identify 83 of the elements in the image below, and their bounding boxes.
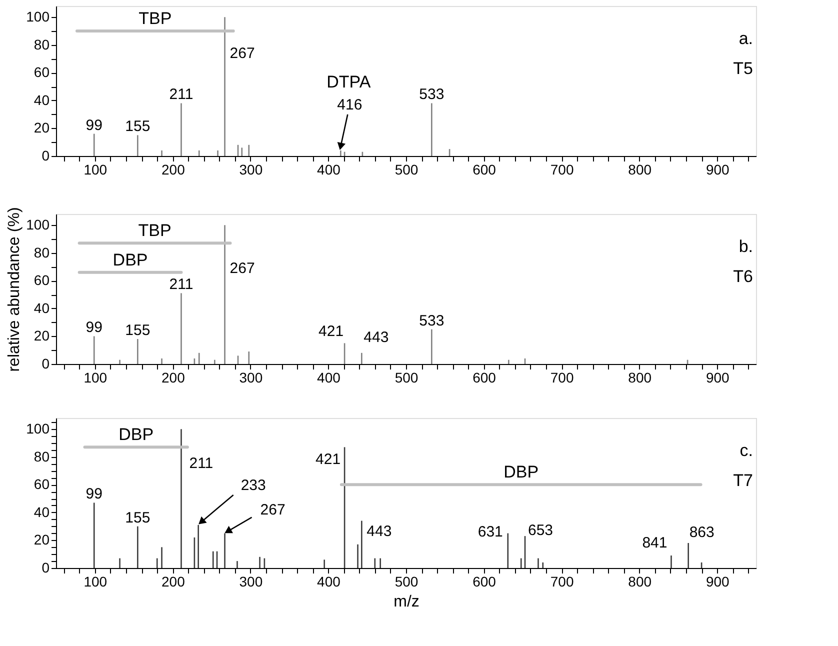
annotation: T6 [733, 267, 753, 286]
annotation: 267 [230, 45, 255, 62]
series-label: DBP [504, 462, 539, 482]
x-tick-label: 800 [628, 574, 652, 590]
series-label: DBP [118, 425, 154, 444]
y-tick-label: 100 [26, 8, 50, 25]
x-tick-label: 400 [317, 574, 341, 590]
x-tick-label: 100 [84, 370, 108, 386]
x-axis-title: m/z [394, 594, 420, 610]
x-tick-label: 500 [394, 162, 418, 178]
x-tick-label: 300 [239, 162, 263, 178]
annotation: T7 [733, 471, 753, 490]
y-tick-label: 80 [34, 448, 50, 464]
y-tick-label: 20 [34, 328, 50, 344]
annotation: 841 [642, 534, 668, 552]
y-tick-label: 0 [42, 148, 50, 164]
annotation: 233 [240, 476, 266, 494]
series-label: TBP [138, 221, 172, 240]
x-tick-label: 300 [239, 574, 263, 590]
annotation: T5 [733, 59, 753, 78]
x-tick-label: 900 [706, 574, 730, 590]
annotation: 533 [419, 86, 444, 104]
y-tick-label: 0 [42, 356, 50, 372]
y-tick-label: 20 [34, 532, 50, 548]
y-axis-title: relative abundance (%) [6, 207, 24, 372]
x-tick-label: 100 [84, 162, 108, 178]
annotation: 443 [366, 522, 392, 540]
annotation: 863 [689, 524, 714, 541]
annotation: 99 [86, 319, 102, 336]
x-tick-label: 700 [550, 162, 574, 178]
y-tick-label: 40 [34, 504, 50, 520]
series-label: DBP [112, 250, 148, 270]
x-tick-label: 800 [628, 162, 652, 178]
annotation: a. [738, 29, 753, 48]
y-tick-label: 40 [34, 300, 50, 316]
annotation: 155 [125, 509, 150, 526]
x-tick-label: 600 [472, 162, 496, 178]
x-tick-label: 100 [84, 574, 108, 590]
y-tick-label: 80 [34, 244, 50, 260]
x-tick-label: 900 [706, 370, 730, 386]
x-tick-label: 200 [161, 162, 186, 178]
annotation: 99 [86, 486, 102, 503]
x-tick-label: 900 [706, 162, 730, 178]
annotation: 211 [169, 86, 194, 104]
x-tick-label: 400 [317, 162, 341, 178]
series-label: TBP [138, 9, 172, 28]
y-tick-label: 40 [34, 92, 50, 108]
annotation: c. [740, 441, 753, 460]
y-tick-label: 0 [42, 560, 50, 576]
annotation: 267 [230, 260, 255, 278]
x-tick-label: 700 [550, 370, 574, 386]
x-tick-label: 300 [239, 370, 263, 386]
x-tick-label: 500 [394, 370, 418, 386]
annotation: 653 [528, 522, 554, 540]
x-tick-label: 200 [161, 574, 186, 590]
y-tick-label: 100 [26, 420, 50, 437]
annotation: 416 [337, 96, 362, 114]
y-tick-label: 100 [26, 216, 50, 233]
annotation: b. [738, 237, 753, 256]
annotation: 421 [318, 323, 344, 340]
annotation: 421 [316, 451, 341, 468]
annotation: 155 [125, 322, 150, 339]
x-tick-label: 800 [628, 370, 652, 386]
annotation: 155 [125, 118, 150, 136]
y-tick-label: 60 [34, 476, 50, 492]
annotation: 443 [364, 328, 389, 346]
annotation: 267 [260, 501, 286, 518]
x-tick-label: 500 [394, 574, 418, 590]
annotation: 211 [189, 455, 214, 472]
annotation: 631 [478, 523, 503, 540]
y-tick-label: 20 [34, 120, 50, 136]
x-tick-label: 600 [472, 574, 496, 590]
y-tick-label: 60 [34, 64, 50, 80]
x-tick-label: 400 [317, 370, 341, 386]
annotation: 533 [419, 312, 444, 330]
x-tick-label: 600 [472, 370, 496, 386]
annotation: DTPA [326, 72, 372, 92]
annotation: 99 [86, 116, 102, 134]
annotation: 211 [169, 276, 194, 294]
x-tick-label: 200 [161, 370, 186, 386]
y-tick-label: 80 [34, 36, 50, 52]
y-tick-label: 60 [34, 272, 50, 288]
x-tick-label: 700 [550, 574, 574, 590]
